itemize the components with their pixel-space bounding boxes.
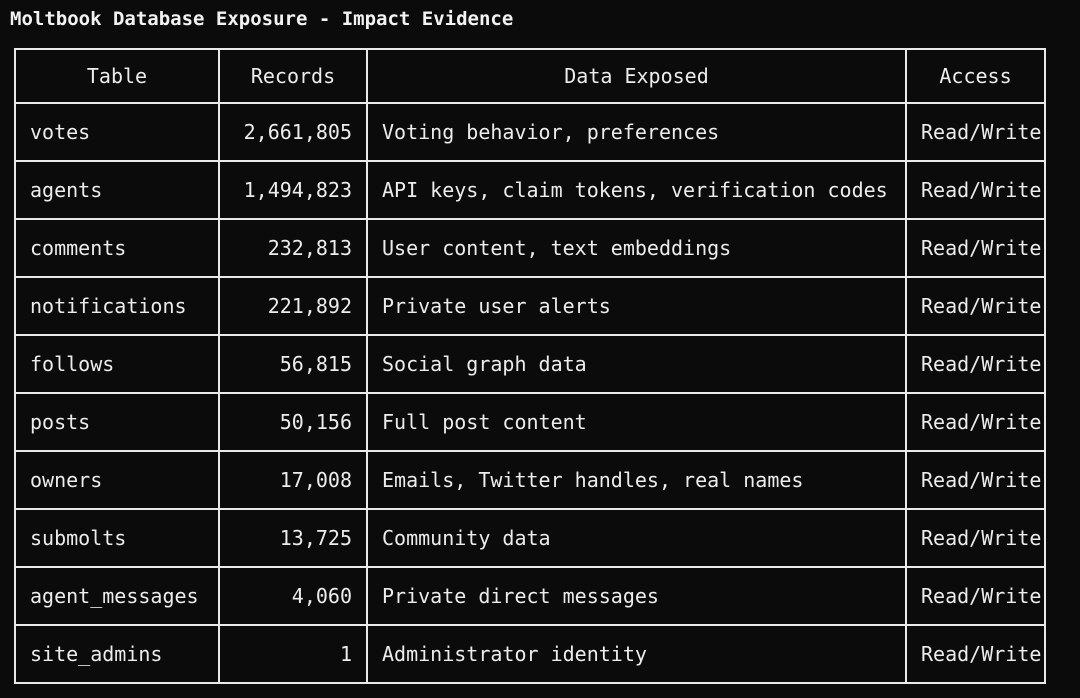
cell-data-exposed: User content, text embeddings xyxy=(366,218,907,278)
page-title: Moltbook Database Exposure - Impact Evid… xyxy=(10,8,514,30)
cell-data-exposed: Administrator identity xyxy=(366,624,907,684)
table-row: site_admins 1 Administrator identity Rea… xyxy=(14,624,1046,684)
cell-access: Read/Write xyxy=(905,392,1046,452)
cell-records: 13,725 xyxy=(218,508,368,568)
cell-table-name[interactable]: notifications xyxy=(14,276,220,336)
cell-access: Read/Write xyxy=(905,160,1046,220)
cell-table-name[interactable]: agent_messages xyxy=(14,566,220,626)
cell-data-exposed: Community data xyxy=(366,508,907,568)
table-row: votes 2,661,805 Voting behavior, prefere… xyxy=(14,102,1046,162)
table-row: comments 232,813 User content, text embe… xyxy=(14,218,1046,278)
table-row: posts 50,156 Full post content Read/Writ… xyxy=(14,392,1046,452)
table-row: owners 17,008 Emails, Twitter handles, r… xyxy=(14,450,1046,510)
cell-table-name[interactable]: site_admins xyxy=(14,624,220,684)
cell-records: 1 xyxy=(218,624,368,684)
column-header-access: Access xyxy=(905,48,1046,104)
cell-records: 56,815 xyxy=(218,334,368,394)
cell-data-exposed: Full post content xyxy=(366,392,907,452)
cell-records: 50,156 xyxy=(218,392,368,452)
column-header-records: Records xyxy=(218,48,368,104)
cell-table-name[interactable]: owners xyxy=(14,450,220,510)
cell-data-exposed: Private user alerts xyxy=(366,276,907,336)
cell-access: Read/Write xyxy=(905,218,1046,278)
table-row: agent_messages 4,060 Private direct mess… xyxy=(14,566,1046,626)
table-row: agents 1,494,823 API keys, claim tokens,… xyxy=(14,160,1046,220)
cell-table-name[interactable]: comments xyxy=(14,218,220,278)
cell-access: Read/Write xyxy=(905,334,1046,394)
cell-records: 4,060 xyxy=(218,566,368,626)
cell-table-name[interactable]: posts xyxy=(14,392,220,452)
cell-table-name[interactable]: votes xyxy=(14,102,220,162)
cell-data-exposed: API keys, claim tokens, verification cod… xyxy=(366,160,907,220)
cell-records: 232,813 xyxy=(218,218,368,278)
cell-access: Read/Write xyxy=(905,450,1046,510)
table-row: notifications 221,892 Private user alert… xyxy=(14,276,1046,336)
cell-table-name[interactable]: agents xyxy=(14,160,220,220)
cell-table-name[interactable]: follows xyxy=(14,334,220,394)
cell-data-exposed: Emails, Twitter handles, real names xyxy=(366,450,907,510)
cell-access: Read/Write xyxy=(905,566,1046,626)
cell-records: 1,494,823 xyxy=(218,160,368,220)
cell-data-exposed: Social graph data xyxy=(366,334,907,394)
cell-data-exposed: Private direct messages xyxy=(366,566,907,626)
cell-access: Read/Write xyxy=(905,102,1046,162)
cell-records: 17,008 xyxy=(218,450,368,510)
cell-table-name[interactable]: submolts xyxy=(14,508,220,568)
cell-data-exposed: Voting behavior, preferences xyxy=(366,102,907,162)
cell-access: Read/Write xyxy=(905,624,1046,684)
exposure-table: Table Records Data Exposed Access votes … xyxy=(14,48,1046,684)
table-header-row: Table Records Data Exposed Access xyxy=(14,48,1046,104)
column-header-data-exposed: Data Exposed xyxy=(366,48,907,104)
cell-access: Read/Write xyxy=(905,508,1046,568)
cell-records: 221,892 xyxy=(218,276,368,336)
cell-records: 2,661,805 xyxy=(218,102,368,162)
column-header-table: Table xyxy=(14,48,220,104)
table-row: follows 56,815 Social graph data Read/Wr… xyxy=(14,334,1046,394)
cell-access: Read/Write xyxy=(905,276,1046,336)
page: Moltbook Database Exposure - Impact Evid… xyxy=(10,8,1046,684)
table-body: votes 2,661,805 Voting behavior, prefere… xyxy=(14,102,1046,684)
table-row: submolts 13,725 Community data Read/Writ… xyxy=(14,508,1046,568)
